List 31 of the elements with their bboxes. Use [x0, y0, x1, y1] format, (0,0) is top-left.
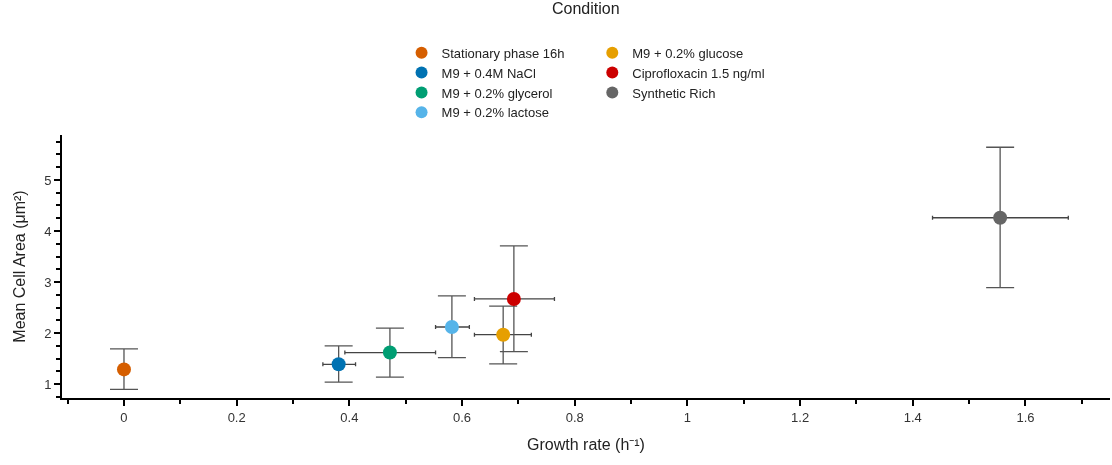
point: [444, 320, 459, 335]
legend-label: Synthetic Rich: [632, 85, 716, 101]
legend-label: Ciprofloxacin 1.5 ng/ml: [632, 65, 765, 81]
x-tick-label: 0: [120, 409, 128, 425]
y-tick-label: 5: [44, 172, 52, 188]
y-tick-label: 3: [44, 274, 52, 290]
x-tick-label: 0.6: [453, 409, 472, 425]
point: [496, 327, 511, 342]
point: [116, 362, 131, 377]
y-tick-label: 2: [44, 325, 52, 341]
x-tick-label: 0.8: [565, 409, 584, 425]
legend-label: M9 + 0.4M NaCl: [441, 65, 536, 81]
legend-title: Condition: [552, 0, 620, 17]
legend-label: M9 + 0.2% lactose: [441, 105, 549, 121]
x-tick-label: 0.2: [227, 409, 246, 425]
point: [382, 345, 397, 360]
point: [331, 357, 346, 372]
y-axis-title: Mean Cell Area (μm²): [10, 190, 28, 343]
x-tick-label: 1.4: [903, 409, 922, 425]
legend-label: Stationary phase 16h: [441, 45, 565, 61]
y-tick-label: 4: [44, 223, 52, 239]
point: [993, 210, 1008, 225]
x-tick-label: 1.2: [791, 409, 810, 425]
x-tick-label: 1.6: [1016, 409, 1035, 425]
legend-label: M9 + 0.2% glucose: [632, 45, 744, 61]
y-tick-label: 1: [44, 376, 52, 392]
x-tick-label: 0.4: [340, 409, 359, 425]
point: [506, 291, 521, 306]
x-axis-title: Growth rate (h⁻¹): [527, 435, 645, 453]
legend-label: M9 + 0.2% glycerol: [441, 85, 553, 101]
x-tick-label: 1: [683, 409, 692, 425]
